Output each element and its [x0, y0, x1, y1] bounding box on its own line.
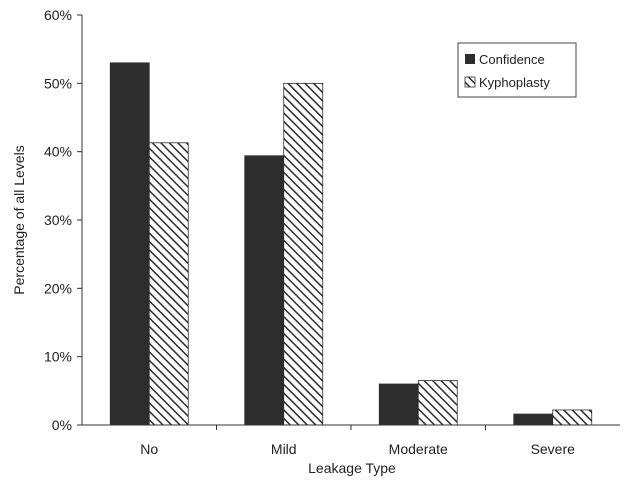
x-axis-ticks: No Mild Moderate Severe [140, 425, 575, 457]
legend: Confidence Kyphoplasty [457, 42, 577, 98]
y-tick-label: 30% [44, 212, 72, 228]
y-axis-ticks: 0% 10% 20% 30% 40% 50% 60% [44, 7, 82, 433]
bar-kyphoplasty-moderate [417, 380, 458, 426]
bar-confidence-severe [513, 413, 554, 426]
legend-swatch-confidence [465, 54, 475, 64]
bar-kyphoplasty-severe [552, 409, 593, 426]
y-tick-label: 0% [52, 417, 72, 433]
x-tick-label: Mild [271, 441, 297, 457]
bar-confidence-no [109, 62, 150, 426]
y-tick-label: 10% [44, 349, 72, 365]
bar-series [109, 62, 593, 426]
y-tick-label: 40% [44, 144, 72, 160]
x-tick-label: Severe [531, 441, 576, 457]
legend-label-kyphoplasty: Kyphoplasty [479, 75, 550, 90]
bar-kyphoplasty-mild [283, 82, 324, 426]
legend-box [457, 42, 577, 98]
x-tick-label: No [140, 441, 158, 457]
y-tick-label: 60% [44, 7, 72, 23]
y-tick-label: 20% [44, 280, 72, 296]
axes [81, 15, 620, 426]
bar-confidence-mild [244, 155, 285, 426]
bar-kyphoplasty-no [148, 142, 189, 426]
x-tick-label: Moderate [389, 441, 448, 457]
legend-label-confidence: Confidence [479, 52, 545, 67]
x-axis-title: Leakage Type [308, 460, 396, 476]
y-axis-title: Percentage of all Levels [11, 145, 27, 294]
legend-swatch-kyphoplasty [464, 76, 476, 88]
bar-confidence-moderate [378, 383, 419, 426]
y-tick-label: 50% [44, 75, 72, 91]
